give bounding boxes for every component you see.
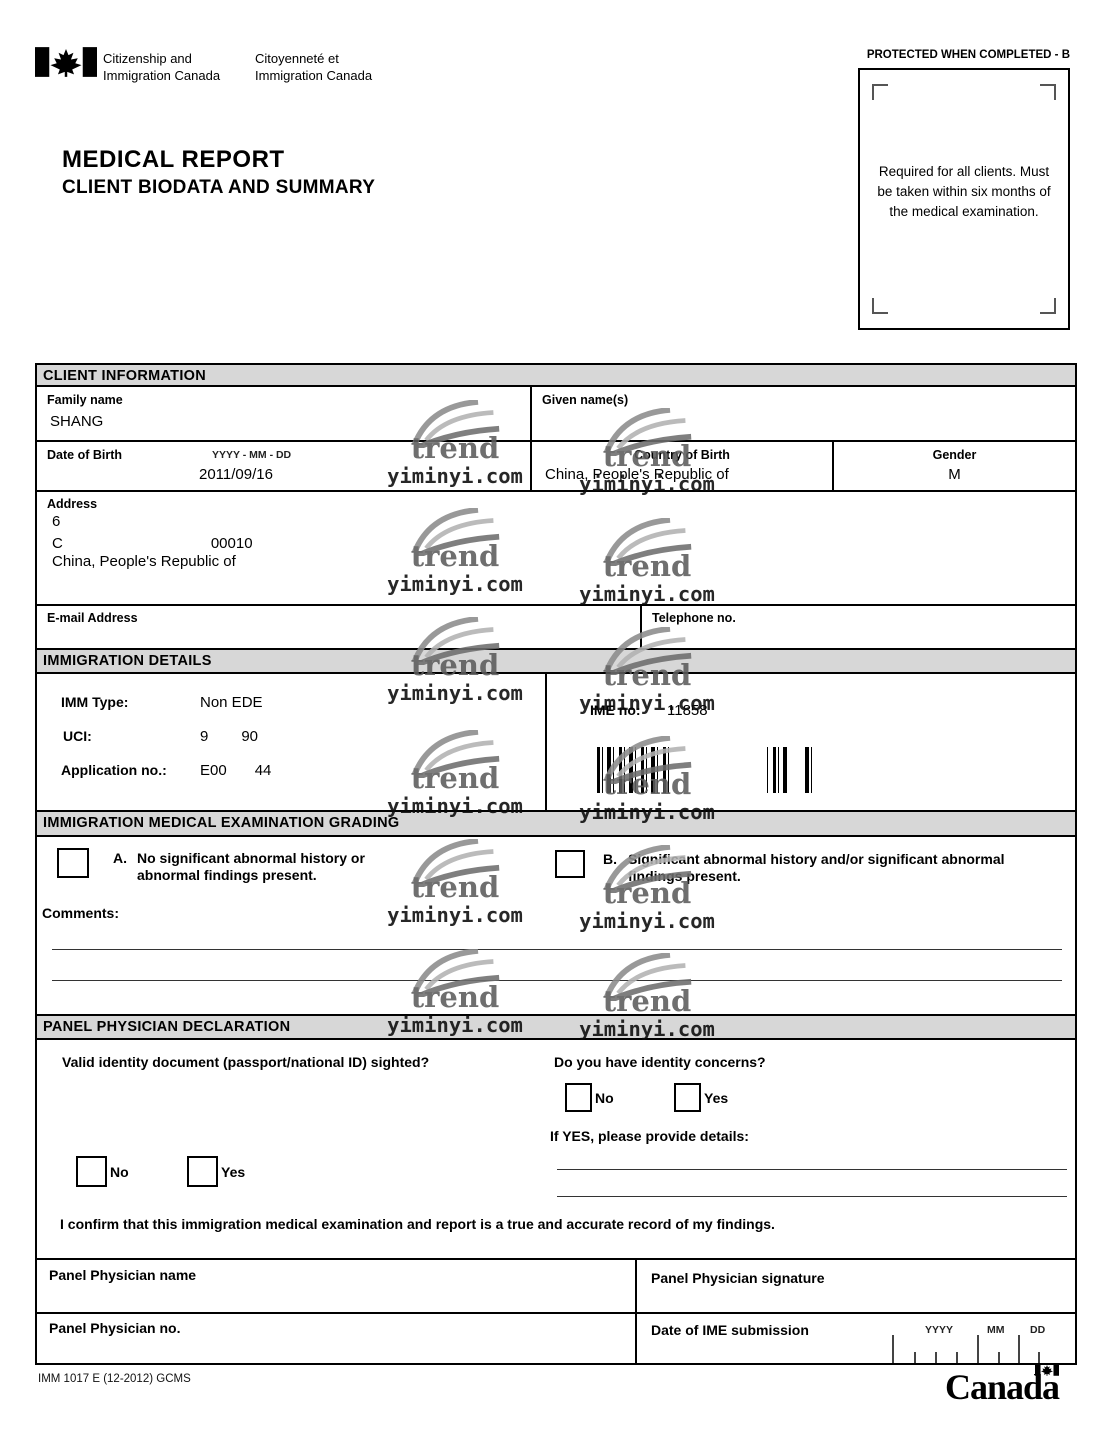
ime-barcode <box>597 747 817 793</box>
date-format-yyyy: YYYY <box>925 1324 954 1336</box>
immigration-details-left-cell: IMM Type: Non EDE UCI: 9 90 Application n… <box>35 672 547 812</box>
gender-cell[interactable]: Gender M <box>832 440 1077 492</box>
department-name-en: Citizenship and Immigration Canada <box>103 51 221 83</box>
concerns-yes-checkbox[interactable] <box>674 1083 701 1112</box>
form-number: IMM 1017 E (12-2012) GCMS <box>38 1373 191 1385</box>
form-subtitle: CLIENT BIODATA AND SUMMARY <box>62 177 376 198</box>
id-sighted-question: Valid identity document (passport/nation… <box>62 1054 430 1070</box>
physician-name-cell[interactable]: Panel Physician name <box>35 1258 637 1314</box>
department-name-fr: Citoyenneté et Immigration Canada <box>255 51 373 83</box>
family-name-label: Family name <box>47 393 123 407</box>
grading-option-a-letter: A. <box>113 850 127 866</box>
date-of-birth-format: YYYY - MM - DD <box>212 449 292 461</box>
canada-flag-icon <box>35 47 97 77</box>
date-comb-field[interactable] <box>890 1332 1075 1363</box>
family-name-value: SHANG <box>50 413 104 430</box>
canada-wordmark-flag-icon <box>1035 1364 1059 1376</box>
uci-label: UCI: <box>63 728 92 744</box>
concerns-no-checkbox[interactable] <box>565 1083 592 1112</box>
uci-value: 9 90 <box>200 728 259 745</box>
canada-wordmark: Canada <box>945 1367 1060 1407</box>
immigration-details-right-cell: IME no: 11858 <box>545 672 1077 812</box>
grading-option-b-letter: B. <box>603 851 617 867</box>
grading-option-a-checkbox[interactable] <box>57 848 89 878</box>
physician-signature-cell[interactable]: Panel Physician signature <box>635 1258 1077 1314</box>
comments-line-1[interactable] <box>52 949 1062 950</box>
physician-name-label: Panel Physician name <box>49 1267 197 1283</box>
date-of-birth-cell[interactable]: Date of Birth YYYY - MM - DD 2011/09/16 <box>35 440 532 492</box>
telephone-cell[interactable]: Telephone no. <box>640 604 1077 650</box>
imm-type-label: IMM Type: <box>61 694 129 710</box>
address-line3: China, People's Republic of <box>52 553 236 570</box>
physician-no-cell[interactable]: Panel Physician no. <box>35 1312 637 1365</box>
sighted-yes-checkbox[interactable] <box>187 1156 218 1187</box>
ime-submission-cell[interactable]: Date of IME submission YYYY MM DD <box>635 1312 1077 1365</box>
ime-submission-label: Date of IME submission <box>651 1322 809 1338</box>
country-of-birth-label: Country of Birth <box>634 448 730 462</box>
comments-line-2[interactable] <box>52 980 1062 981</box>
given-names-label: Given name(s) <box>542 393 629 407</box>
imm-type-value: Non EDE <box>200 694 263 711</box>
ime-no-label: IME no: <box>590 702 641 718</box>
gender-label: Gender <box>932 448 977 462</box>
concerns-yes-label: Yes <box>704 1090 729 1106</box>
grading-body: A. No significant abnormal history or ab… <box>35 835 1077 1016</box>
country-of-birth-cell[interactable]: Country of Birth China, People's Republi… <box>530 440 834 492</box>
photo-requirement-note: Required for all clients. Must be taken … <box>877 164 1051 219</box>
date-format-dd: DD <box>1030 1324 1046 1336</box>
section-grading: IMMIGRATION MEDICAL EXAMINATION GRADING <box>35 810 1077 837</box>
sighted-no-label: No <box>110 1164 129 1180</box>
sighted-no-checkbox[interactable] <box>76 1156 107 1187</box>
grading-option-b-checkbox[interactable] <box>555 850 585 878</box>
address-label: Address <box>47 497 98 511</box>
sighted-yes-label: Yes <box>221 1164 246 1180</box>
country-of-birth-value: China, People's Republic of <box>545 466 729 483</box>
application-no-label: Application no.: <box>61 762 167 778</box>
confirmation-statement: I confirm that this immigration medical … <box>60 1216 775 1232</box>
concerns-no-label: No <box>595 1090 614 1106</box>
protected-label: PROTECTED WHEN COMPLETED - B <box>866 49 1070 61</box>
address-line2: C 00010 <box>52 535 253 552</box>
details-line-1[interactable] <box>557 1169 1067 1170</box>
details-prompt: If YES, please provide details: <box>550 1128 749 1144</box>
physician-signature-label: Panel Physician signature <box>651 1270 825 1286</box>
email-cell[interactable]: E-mail Address <box>35 604 642 650</box>
given-names-cell[interactable]: Given name(s) <box>530 385 1077 442</box>
ime-no-value: 11858 <box>667 702 708 719</box>
section-client-information: CLIENT INFORMATION <box>35 363 1077 387</box>
comments-label: Comments: <box>42 905 120 921</box>
date-of-birth-label: Date of Birth <box>47 448 122 462</box>
section-declaration: PANEL PHYSICIAN DECLARATION <box>35 1014 1077 1040</box>
telephone-label: Telephone no. <box>652 611 736 625</box>
family-name-cell[interactable]: Family name SHANG <box>35 385 532 442</box>
identity-concerns-question: Do you have identity concerns? <box>554 1054 766 1070</box>
application-no-value: E00 44 <box>200 762 272 779</box>
date-format-mm: MM <box>987 1324 1005 1336</box>
email-label: E-mail Address <box>47 611 138 625</box>
section-immigration-details: IMMIGRATION DETAILS <box>35 648 1077 674</box>
physician-no-label: Panel Physician no. <box>49 1320 181 1336</box>
gender-value: M <box>948 466 961 483</box>
address-cell[interactable]: Address 6 C 00010 China, People's Republi… <box>35 490 1077 606</box>
form-title: MEDICAL REPORT <box>62 146 285 173</box>
date-of-birth-value: 2011/09/16 <box>199 466 273 483</box>
photo-box: Required for all clients. Must be taken … <box>858 68 1070 330</box>
address-line1: 6 <box>52 513 61 530</box>
grading-option-b-text: Significant abnormal history and/or sign… <box>628 851 1005 884</box>
grading-option-a-text: No significant abnormal history or abnor… <box>137 850 365 883</box>
details-line-2[interactable] <box>557 1196 1067 1197</box>
declaration-body: Valid identity document (passport/nation… <box>35 1038 1077 1260</box>
